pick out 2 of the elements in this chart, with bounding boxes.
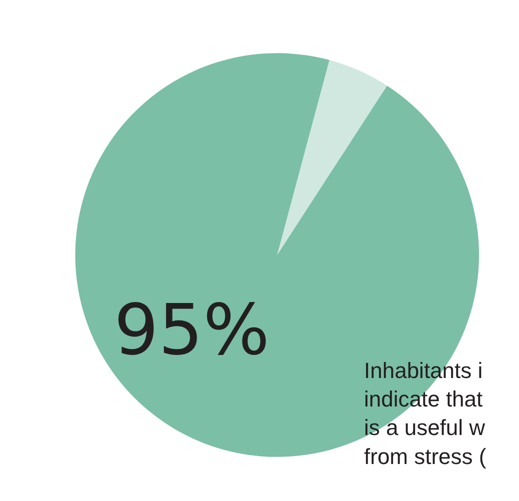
pie-slice <box>277 60 388 256</box>
text: 95% <box>114 289 270 371</box>
